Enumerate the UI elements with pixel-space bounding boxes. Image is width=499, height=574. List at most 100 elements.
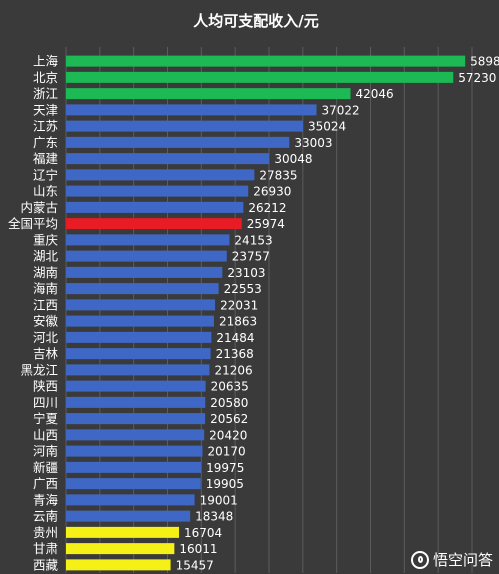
category-label: 福建 bbox=[33, 151, 59, 166]
bar bbox=[66, 136, 290, 148]
value-label: 26212 bbox=[248, 201, 286, 215]
bar bbox=[66, 315, 214, 327]
category-label: 北京 bbox=[33, 70, 58, 85]
value-label: 21368 bbox=[216, 347, 254, 361]
value-label: 37022 bbox=[322, 103, 360, 117]
category-label: 浙江 bbox=[33, 86, 58, 101]
category-label: 海南 bbox=[33, 281, 58, 296]
value-label: 21206 bbox=[214, 363, 252, 377]
value-label: 42046 bbox=[356, 87, 394, 101]
category-label: 青海 bbox=[33, 492, 59, 507]
category-label: 新疆 bbox=[33, 460, 58, 475]
bar bbox=[66, 201, 244, 213]
value-label: 58988 bbox=[470, 55, 499, 69]
category-label: 湖南 bbox=[33, 265, 58, 280]
bar bbox=[66, 120, 303, 132]
value-label: 19001 bbox=[200, 493, 238, 507]
bar bbox=[66, 510, 191, 522]
category-label: 陕西 bbox=[33, 379, 58, 394]
value-label: 20420 bbox=[209, 428, 247, 442]
category-label: 天津 bbox=[33, 102, 58, 117]
value-label: 16011 bbox=[179, 542, 217, 556]
bar bbox=[66, 445, 203, 457]
category-labels: 上海北京浙江天津江苏广东福建辽宁山东内蒙古全国平均重庆湖北湖南海南江西安徽河北吉… bbox=[8, 54, 59, 573]
category-label: 甘肃 bbox=[33, 541, 58, 556]
value-labels: 58988 57230 42046 37022 35024 33003 30048 27835… bbox=[176, 55, 499, 573]
category-label: 全国平均 bbox=[8, 216, 58, 231]
category-label: 河南 bbox=[33, 444, 58, 459]
category-label: 江苏 bbox=[33, 119, 58, 134]
value-label: 20170 bbox=[207, 445, 245, 459]
value-label: 33003 bbox=[294, 136, 332, 150]
category-label: 黑龙江 bbox=[20, 362, 58, 377]
bar bbox=[66, 396, 206, 408]
category-label: 宁夏 bbox=[33, 411, 59, 426]
value-label: 21484 bbox=[216, 331, 254, 345]
bar bbox=[66, 104, 317, 116]
value-label: 25974 bbox=[247, 217, 285, 231]
value-label: 24153 bbox=[234, 233, 272, 247]
bar bbox=[66, 461, 202, 473]
category-label: 辽宁 bbox=[33, 167, 58, 182]
watermark: 悟空问答 bbox=[410, 549, 493, 570]
bar bbox=[66, 71, 454, 83]
bar bbox=[66, 153, 270, 165]
category-label: 内蒙古 bbox=[20, 200, 58, 215]
bar bbox=[66, 55, 466, 67]
category-label: 湖北 bbox=[33, 249, 59, 264]
bars bbox=[66, 55, 466, 571]
bar bbox=[66, 478, 201, 490]
value-label: 19905 bbox=[206, 477, 244, 491]
category-label: 四川 bbox=[33, 395, 58, 410]
value-label: 57230 bbox=[458, 71, 496, 85]
watermark-text: 悟空问答 bbox=[432, 551, 493, 569]
category-label: 山西 bbox=[33, 427, 58, 442]
category-label: 山东 bbox=[33, 184, 58, 199]
value-label: 18348 bbox=[195, 510, 233, 524]
bar bbox=[66, 266, 223, 278]
bar bbox=[66, 559, 171, 571]
value-label: 27835 bbox=[259, 168, 297, 182]
category-label: 江西 bbox=[33, 297, 58, 312]
bar bbox=[66, 413, 206, 425]
bar bbox=[66, 169, 255, 181]
value-label: 22031 bbox=[220, 298, 258, 312]
bar bbox=[66, 185, 249, 197]
bar bbox=[66, 283, 219, 295]
category-label: 贵州 bbox=[33, 525, 58, 540]
chart-title: 人均可支配收入/元 bbox=[193, 12, 318, 30]
category-label: 河北 bbox=[33, 330, 59, 345]
bar bbox=[66, 543, 175, 555]
bar bbox=[66, 494, 195, 506]
value-label: 30048 bbox=[274, 152, 312, 166]
category-label: 广西 bbox=[33, 476, 58, 491]
bar bbox=[66, 380, 206, 392]
value-label: 19975 bbox=[206, 461, 244, 475]
value-label: 20580 bbox=[210, 396, 248, 410]
value-label: 16704 bbox=[184, 526, 222, 540]
bar bbox=[66, 429, 205, 441]
value-label: 23757 bbox=[232, 250, 270, 264]
bar bbox=[66, 348, 211, 360]
bar bbox=[66, 218, 242, 230]
category-label: 广东 bbox=[33, 135, 58, 150]
bar bbox=[66, 299, 216, 311]
bar bbox=[66, 364, 210, 376]
category-label: 安徽 bbox=[33, 314, 59, 329]
category-label: 云南 bbox=[33, 509, 58, 524]
category-label: 重庆 bbox=[33, 232, 59, 247]
value-label: 20562 bbox=[210, 412, 248, 426]
value-label: 22553 bbox=[224, 282, 262, 296]
value-label: 26930 bbox=[253, 185, 291, 199]
category-label: 上海 bbox=[33, 54, 59, 69]
value-label: 20635 bbox=[211, 380, 249, 394]
value-label: 35024 bbox=[308, 120, 346, 134]
bar bbox=[66, 526, 180, 538]
bar bbox=[66, 250, 227, 262]
category-label: 吉林 bbox=[33, 346, 59, 361]
value-label: 15457 bbox=[176, 558, 214, 572]
bar bbox=[66, 331, 212, 343]
bar bbox=[66, 234, 230, 246]
value-label: 23103 bbox=[227, 266, 265, 280]
